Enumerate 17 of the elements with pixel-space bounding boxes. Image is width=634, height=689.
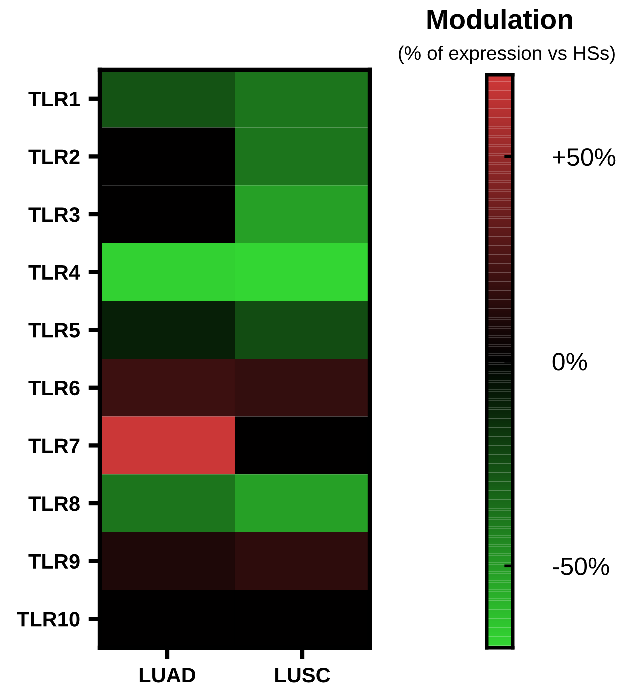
text: Modulation <box>428 9 572 30</box>
y-tick-label: TLR4 <box>28 266 80 280</box>
color-bar-label: +50% <box>553 148 616 166</box>
y-tick-label: TLR1 <box>28 92 80 106</box>
x-tick-label: LUSC <box>276 668 330 683</box>
text: (% of expression vs HSs) <box>399 46 615 64</box>
y-tick-label: TLR7 <box>28 438 80 454</box>
y-tick-label: TLR5 <box>28 323 80 338</box>
y-tick-label: TLR10 <box>17 612 80 627</box>
color-bar-label: 0% <box>552 353 588 371</box>
color-bar-label: -50% <box>553 558 610 576</box>
x-tick-label: LUAD <box>140 668 196 683</box>
y-tick-label: TLR9 <box>28 554 80 570</box>
y-tick-label: TLR3 <box>28 208 80 222</box>
y-tick-label: TLR6 <box>28 380 80 396</box>
y-tick-label: TLR8 <box>28 496 80 512</box>
y-tick-label: TLR2 <box>28 150 80 164</box>
